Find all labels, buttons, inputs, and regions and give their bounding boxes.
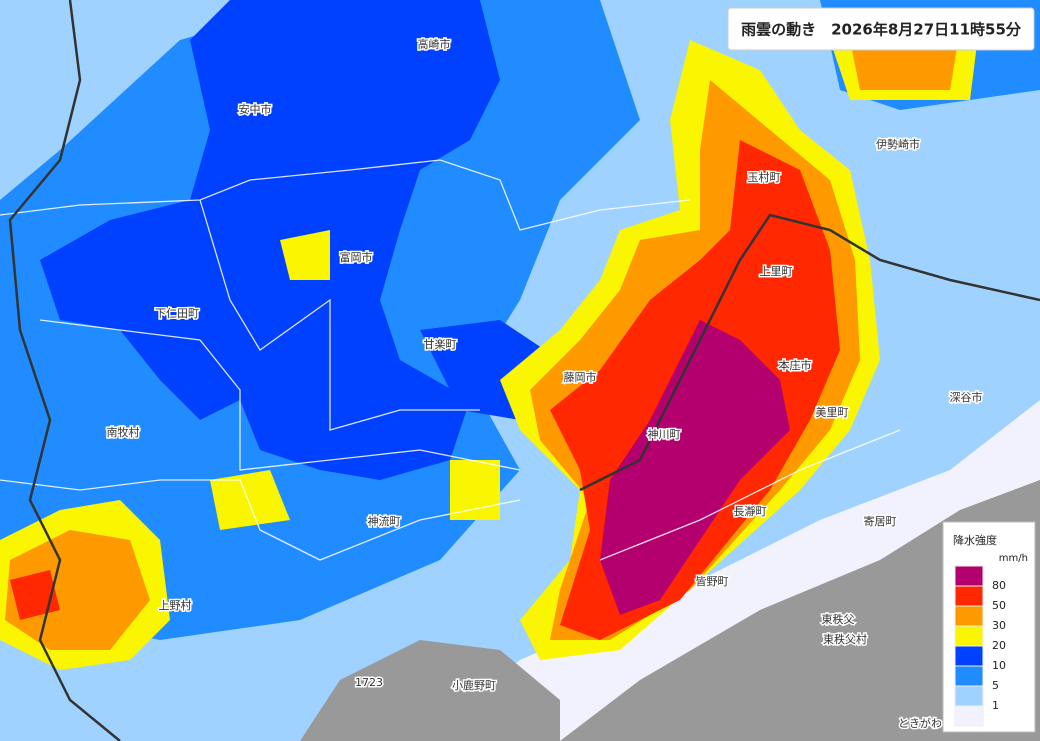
place-label: ときがわ	[898, 716, 942, 730]
legend-swatch	[954, 585, 984, 607]
place-label: 安中市	[239, 103, 272, 116]
place-label: 東秩父村	[823, 632, 867, 646]
place-label: 下仁田町	[155, 307, 199, 320]
place-label: 本庄市	[779, 358, 812, 372]
place-label: 長瀞町	[734, 505, 767, 518]
place-label: 深谷市	[950, 391, 983, 404]
place-label: 寄居町	[864, 515, 897, 528]
place-label: 神川町	[648, 427, 681, 441]
legend-unit: mm/h	[999, 553, 1028, 564]
legend-label: 30	[992, 619, 1006, 632]
title-box: 雨雲の動き 2026年8月27日11時55分	[727, 7, 1035, 51]
legend-label: 5	[992, 679, 999, 692]
legend-swatch	[954, 665, 984, 687]
legend-swatch	[954, 565, 984, 587]
place-label: 東秩父	[822, 613, 855, 626]
legend-title: 降水強度	[953, 533, 997, 547]
legend-swatch	[954, 685, 984, 707]
place-label: 上野村	[159, 598, 192, 612]
legend-label: 80	[992, 579, 1006, 592]
map-title: 雨雲の動き 2026年8月27日11時55分	[741, 21, 1022, 39]
place-label: 小鹿野町	[452, 678, 496, 692]
place-label: 皆野町	[696, 575, 729, 588]
place-label: 玉村町	[748, 170, 781, 184]
legend-label: 20	[992, 639, 1006, 652]
legend-swatch	[954, 645, 984, 667]
place-labels: 高崎市 安中市 伊勢崎市 玉村町 富岡市 上里町 下仁田町 甘楽町 本庄市 藤岡…	[105, 36, 984, 732]
legend: 降水強度 mm/h 80 50 30 20 10 5 1	[942, 521, 1036, 733]
place-label: 伊勢崎市	[876, 137, 920, 151]
place-label: 富岡市	[340, 251, 373, 264]
legend-label: 50	[992, 599, 1006, 612]
place-label: 1723	[355, 676, 383, 689]
place-label: 藤岡市	[564, 371, 597, 384]
place-label: 高崎市	[418, 37, 451, 51]
legend-swatch	[954, 625, 984, 647]
place-label: 南牧村	[107, 425, 140, 439]
legend-swatch	[954, 605, 984, 627]
place-label: 美里町	[816, 406, 849, 419]
legend-swatch	[954, 705, 984, 727]
place-label: 神流町	[368, 514, 401, 528]
legend-label: 10	[992, 659, 1006, 672]
place-label: 上里町	[760, 265, 793, 278]
place-label: 甘楽町	[424, 338, 457, 351]
legend-label: 1	[992, 699, 999, 712]
